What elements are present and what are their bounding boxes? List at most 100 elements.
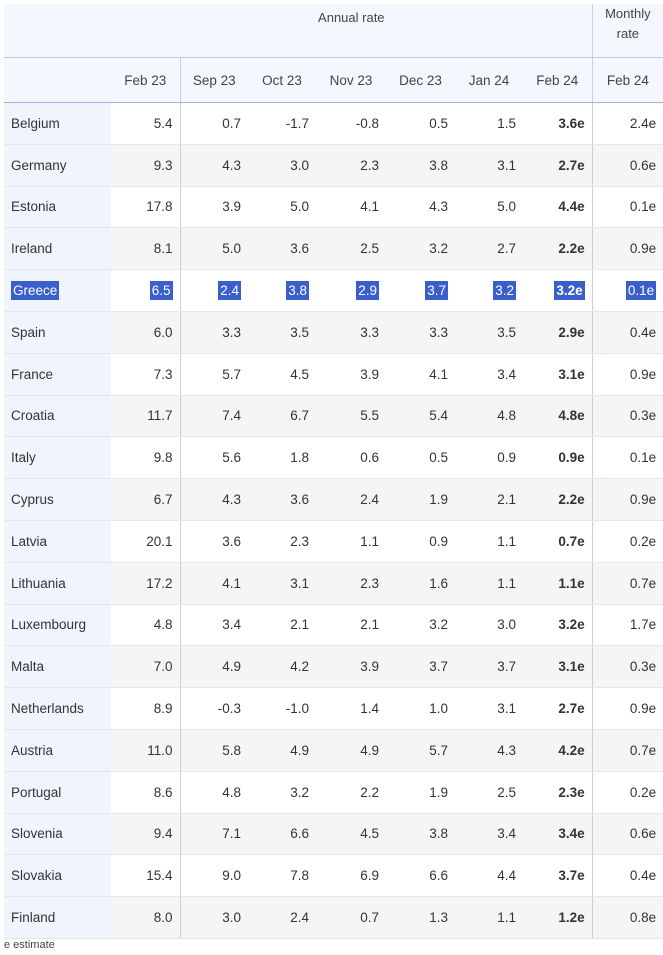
- value-text: 17.8: [146, 199, 173, 215]
- value-text: 2.2e: [558, 241, 585, 257]
- value-text: 3.6: [290, 241, 309, 257]
- value-text: 2.9e: [558, 324, 585, 340]
- value-cell: 3.2e: [523, 604, 593, 647]
- value-text: 3.2: [290, 784, 309, 800]
- value-cell: 9.3: [111, 144, 181, 187]
- value-text: 0.9e: [629, 492, 657, 508]
- value-cell: 4.3: [386, 186, 455, 229]
- value-cell: 3.7e: [523, 854, 593, 898]
- value-cell: 2.5: [455, 771, 523, 814]
- value-text: 3.7: [497, 659, 516, 675]
- value-cell: 0.3e: [592, 395, 663, 438]
- value-text: 3.0: [497, 617, 516, 633]
- value-cell: 5.4: [111, 102, 181, 145]
- value-text: 2.3: [290, 533, 309, 549]
- value-text: 6.7: [290, 408, 309, 424]
- value-cell: 7.4: [180, 395, 248, 438]
- value-cell: 0.9e: [523, 436, 593, 480]
- value-cell: -0.8: [316, 102, 386, 145]
- table-row: Italy 9.8 5.6 1.8 0.6 0.5 0.9 0.9e 0.1e: [4, 436, 663, 480]
- value-cell: 6.5: [111, 269, 181, 312]
- value-cell: 6.7: [248, 395, 316, 438]
- value-cell: 2.2e: [523, 227, 593, 271]
- value-text: 1.1: [360, 533, 379, 549]
- value-cell: 2.2e: [523, 478, 593, 521]
- value-text: 1.9: [429, 492, 448, 508]
- value-text: 3.8: [429, 157, 448, 173]
- value-cell: 1.0: [386, 687, 455, 730]
- country-cell: Portugal: [4, 771, 111, 814]
- inflation-table: Annual rate Monthly rate Feb 23 Sep 23 Oct…: [4, 4, 663, 939]
- value-cell: 2.7e: [523, 144, 593, 187]
- value-cell: 2.1: [455, 478, 523, 521]
- table-row: Lithuania 17.2 4.1 3.1 2.3 1.6 1.1 1.1e 0.7e: [4, 562, 663, 605]
- value-cell: 5.0: [180, 227, 248, 271]
- value-text: 5.7: [222, 366, 241, 382]
- value-text: 17.2: [146, 575, 173, 591]
- value-text: 2.4e: [629, 115, 657, 131]
- value-cell: 0.5: [386, 436, 455, 480]
- value-cell: 3.2: [455, 269, 523, 312]
- value-text: 0.9e: [629, 701, 657, 717]
- value-cell: 5.0: [455, 186, 523, 229]
- value-text: 0.6e: [629, 826, 657, 842]
- value-cell: 4.9: [248, 729, 316, 772]
- value-cell: 0.9e: [592, 687, 663, 730]
- country-cell: Germany: [4, 144, 111, 187]
- value-text: 4.3: [222, 492, 241, 508]
- value-text: 4.9: [222, 659, 241, 675]
- table-row: Netherlands 8.9 -0.3 -1.0 1.4 1.0 3.1 2.7e 0.9e: [4, 687, 663, 730]
- value-text: 3.8: [286, 281, 309, 301]
- value-text: 4.8: [222, 784, 241, 800]
- value-cell: 0.7e: [592, 562, 663, 605]
- country-cell: Ireland: [4, 227, 111, 271]
- value-text: 0.7: [222, 115, 241, 131]
- value-cell: 2.7e: [523, 687, 593, 730]
- value-cell: 8.6: [111, 771, 181, 814]
- value-text: 2.5: [360, 241, 379, 257]
- value-cell: 4.9: [316, 729, 386, 772]
- value-text: 2.3: [360, 575, 379, 591]
- value-text: 6.6: [290, 826, 309, 842]
- value-text: 7.3: [153, 366, 173, 382]
- value-cell: 3.1e: [523, 645, 593, 689]
- value-cell: 2.3: [316, 144, 386, 187]
- country-cell: Netherlands: [4, 687, 111, 730]
- value-cell: 4.3: [455, 729, 523, 772]
- value-cell: 1.3: [386, 896, 455, 939]
- value-cell: 6.9: [316, 854, 386, 898]
- country-text: Greece: [11, 281, 60, 301]
- value-cell: 2.1: [248, 604, 316, 647]
- value-cell: 3.2e: [523, 269, 593, 312]
- value-text: 1.6: [429, 575, 448, 591]
- value-text: 2.9: [356, 281, 379, 301]
- value-cell: 1.1: [455, 520, 523, 563]
- value-cell: 4.8: [111, 604, 181, 647]
- value-cell: 4.9: [180, 645, 248, 689]
- value-text: 3.2: [493, 281, 516, 301]
- value-text: 4.8e: [558, 408, 585, 424]
- value-text: 1.1: [497, 533, 516, 549]
- value-cell: 0.2e: [592, 520, 663, 563]
- value-text: 11.0: [147, 742, 173, 758]
- value-cell: 5.4: [386, 395, 455, 438]
- value-text: 2.1: [497, 492, 516, 508]
- value-text: 0.7e: [558, 533, 585, 549]
- value-cell: 2.5: [316, 227, 386, 271]
- value-cell: 2.4: [180, 269, 248, 312]
- value-text: 5.0: [497, 199, 516, 215]
- value-cell: 5.7: [180, 353, 248, 396]
- value-cell: 7.1: [180, 813, 248, 856]
- value-text: 3.4: [497, 826, 516, 842]
- table-row: Latvia 20.1 3.6 2.3 1.1 0.9 1.1 0.7e 0.2e: [4, 520, 663, 563]
- value-text: 0.4e: [629, 868, 657, 884]
- table-row: Slovakia 15.4 9.0 7.8 6.9 6.6 4.4 3.7e 0.4e: [4, 854, 663, 898]
- value-cell: 3.6: [180, 520, 248, 563]
- value-cell: 4.8: [455, 395, 523, 438]
- value-text: 7.0: [153, 659, 173, 675]
- value-cell: 0.6e: [592, 813, 663, 856]
- value-text: 6.6: [429, 868, 448, 884]
- value-cell: 3.6: [248, 227, 316, 271]
- value-cell: 2.7: [455, 227, 523, 271]
- value-text: 3.7: [429, 659, 448, 675]
